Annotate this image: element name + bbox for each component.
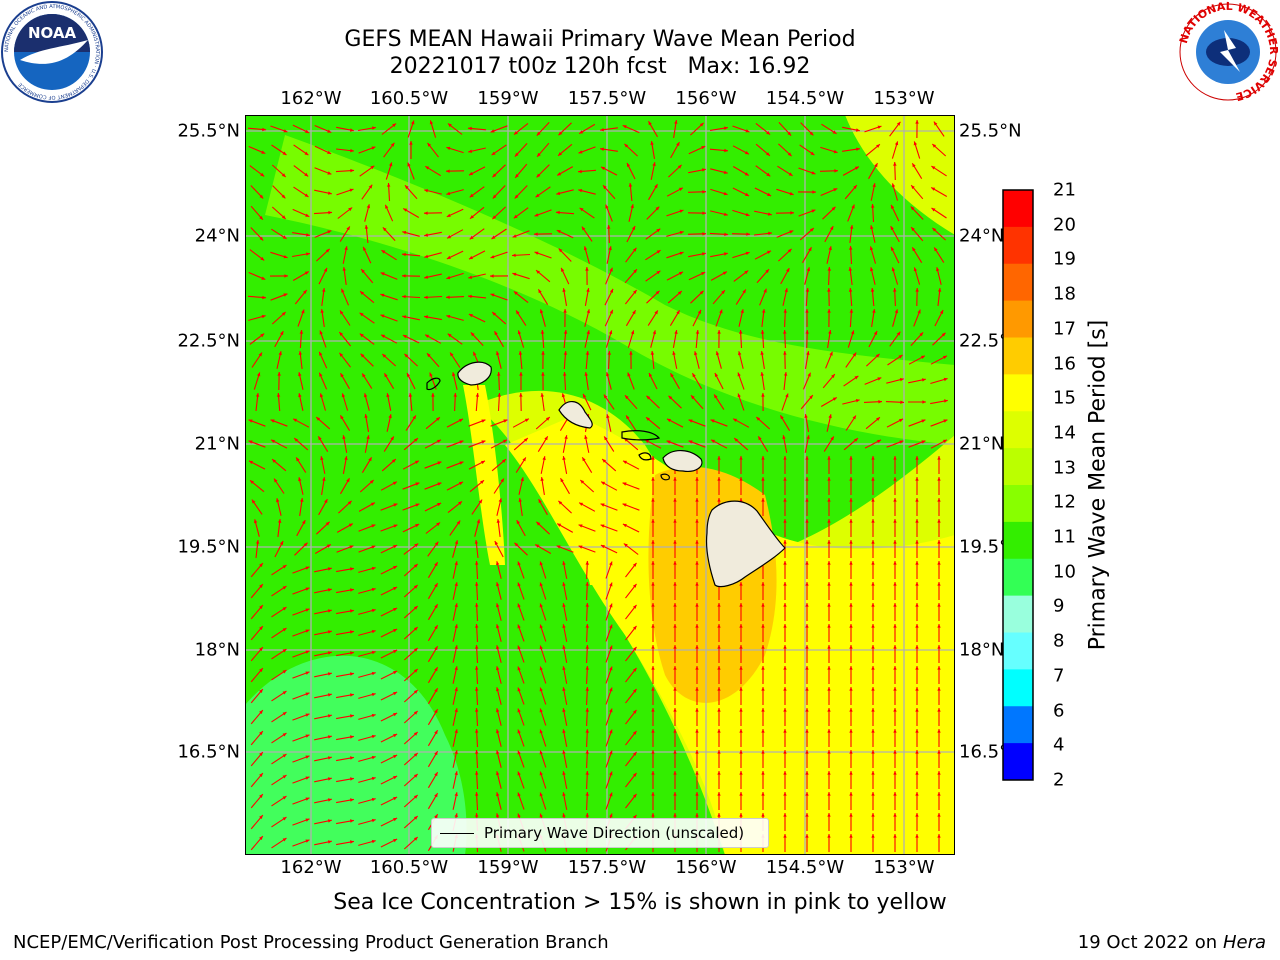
nws-logo: NATIONAL WEATHER SERVICE — [1177, 0, 1280, 103]
title-line-2: 20221017 t00z 120h fcst Max: 16.92 — [389, 54, 811, 79]
lon-label-bottom: 160.5°W — [369, 857, 449, 878]
caption: Sea Ice Concentration > 15% is shown in … — [333, 890, 947, 915]
lat-label-left: 24°N — [194, 225, 240, 247]
colorbar-tick: 11 — [1053, 526, 1076, 548]
colorbar-tick: 10 — [1053, 561, 1076, 583]
lon-label-top: 157.5°W — [567, 88, 647, 109]
colorbar-segment — [1003, 485, 1033, 523]
lat-label-left: 16.5°N — [177, 741, 240, 763]
colorbar-segment — [1003, 411, 1033, 449]
island-hawaii — [705, 500, 786, 588]
lon-label-bottom: 156°W — [675, 857, 737, 878]
colorbar-segment — [1003, 337, 1033, 375]
colorbar-segment — [1003, 190, 1033, 228]
lat-label-left: 18°N — [194, 639, 240, 661]
island-lanai — [638, 452, 652, 461]
colorbar-segment — [1003, 632, 1033, 670]
colorbar-tick: 15 — [1053, 387, 1076, 409]
island-kauai — [457, 361, 492, 386]
noaa-logo: NATIONAL OCEANIC AND ATMOSPHERIC ADMINIS… — [1, 1, 103, 103]
colorbar-segment — [1003, 448, 1033, 486]
colorbar-segment — [1003, 706, 1033, 744]
colorbar-segment — [1003, 558, 1033, 597]
lon-label-top: 156°W — [675, 88, 737, 109]
colorbar-segment — [1003, 374, 1033, 412]
wave-direction-arrows — [247, 119, 948, 853]
colorbar-tick: 17 — [1053, 318, 1076, 340]
colorbar-segment — [1003, 595, 1033, 633]
island-oahu — [558, 401, 593, 429]
lat-label-right: 19.5° — [959, 536, 1009, 558]
legend-label: Primary Wave Direction (unscaled) — [484, 824, 745, 842]
colorbar-segment — [1003, 743, 1033, 781]
colorbar-tick: 16 — [1053, 353, 1076, 375]
wave-period-map — [245, 115, 955, 855]
colorbar-tick: 9 — [1053, 595, 1065, 617]
colorbar-tick: 2 — [1053, 769, 1065, 791]
colorbar-segment — [1003, 263, 1033, 302]
colorbar-tick: 12 — [1053, 491, 1076, 513]
island-kahoolawe — [660, 473, 670, 481]
lat-label-left: 22.5°N — [177, 330, 240, 352]
lat-label-right: 16.5° — [959, 741, 1009, 763]
lon-label-bottom: 157.5°W — [567, 857, 647, 878]
colorbar-tick: 21 — [1053, 179, 1076, 201]
lon-label-bottom: 159°W — [477, 857, 539, 878]
legend-line-sample — [440, 832, 474, 834]
lat-label-left: 25.5°N — [177, 120, 240, 142]
island-molokai — [621, 430, 661, 441]
lon-label-bottom: 154.5°W — [765, 857, 845, 878]
colorbar-tick: 6 — [1053, 700, 1065, 722]
colorbar-tick: 20 — [1053, 214, 1076, 236]
title-line-1: GEFS MEAN Hawaii Primary Wave Mean Perio… — [344, 27, 856, 52]
colorbar-segment — [1003, 226, 1033, 265]
islands — [426, 361, 786, 588]
colorbar — [1002, 189, 1034, 781]
footer-left: NCEP/EMC/Verification Post Processing Pr… — [13, 932, 609, 953]
lat-label-right: 21°N — [959, 433, 1005, 455]
lon-label-top: 154.5°W — [765, 88, 845, 109]
colorbar-segment — [1003, 521, 1033, 560]
lon-label-top: 159°W — [477, 88, 539, 109]
lat-label-left: 21°N — [194, 433, 240, 455]
colorbar-tick: 19 — [1053, 248, 1076, 270]
colorbar-label: Primary Wave Mean Period [s] — [1085, 319, 1111, 651]
lat-label-right: 24°N — [959, 225, 1005, 247]
lon-label-top: 162°W — [280, 88, 342, 109]
colorbar-tick: 4 — [1053, 734, 1065, 756]
grid-lines — [245, 115, 955, 855]
lon-label-bottom: 153°W — [873, 857, 935, 878]
lat-label-right: 22.5° — [959, 330, 1009, 352]
colorbar-tick: 14 — [1053, 422, 1076, 444]
lon-label-bottom: 162°W — [280, 857, 342, 878]
island-maui — [662, 450, 703, 472]
map-frame — [245, 115, 955, 855]
lon-label-top: 160.5°W — [369, 88, 449, 109]
colorbar-segment — [1003, 300, 1033, 338]
lon-label-top: 153°W — [873, 88, 935, 109]
colorbar-segment — [1003, 669, 1033, 707]
map-legend: Primary Wave Direction (unscaled) — [431, 818, 769, 848]
colorbar-tick: 18 — [1053, 283, 1076, 305]
colorbar-tick: 7 — [1053, 665, 1065, 687]
island-niihau — [426, 377, 441, 391]
colorbar-tick: 13 — [1053, 457, 1076, 479]
footer-right: 19 Oct 2022 on Hera — [1077, 932, 1266, 953]
lat-label-right: 25.5°N — [959, 120, 1022, 142]
lat-label-right: 18°N — [959, 639, 1005, 661]
lat-label-left: 19.5°N — [177, 536, 240, 558]
svg-text:NOAA: NOAA — [28, 24, 77, 42]
colorbar-tick: 8 — [1053, 630, 1065, 652]
